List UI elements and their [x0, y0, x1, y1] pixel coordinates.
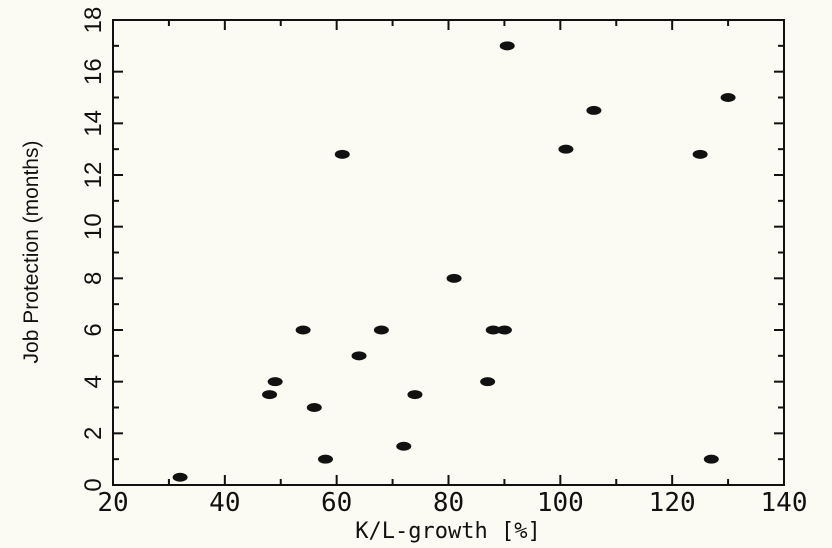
data-point-4 — [295, 325, 311, 335]
data-point-12 — [446, 273, 462, 283]
data-point-15 — [496, 325, 512, 335]
y-tick-label-14: 14 — [80, 110, 107, 137]
axis-ticks — [112, 19, 785, 486]
x-tick-label-20: 20 — [97, 488, 128, 518]
y-tick-label-18: 18 — [80, 7, 107, 34]
plot-frame — [112, 19, 785, 486]
data-point-16 — [499, 41, 515, 51]
data-point-6 — [317, 454, 333, 464]
data-point-5 — [306, 403, 322, 412]
x-axis-title: K/L-growth [%] — [355, 519, 540, 544]
data-point-8 — [351, 351, 367, 361]
data-point-11 — [407, 390, 423, 400]
x-tick-label-100: 100 — [537, 488, 584, 518]
y-axis-title: Job Protection (months) — [20, 141, 43, 364]
data-point-14 — [485, 325, 501, 335]
data-point-13 — [480, 377, 496, 387]
data-point-20 — [703, 454, 719, 464]
y-tick-label-2: 2 — [80, 427, 107, 440]
y-tick-label-8: 8 — [80, 272, 107, 285]
data-point-21 — [720, 93, 736, 102]
y-tick-label-12: 12 — [80, 162, 107, 189]
y-tick-labels: 0 2 4 6 8 10 12 14 16 18 — [80, 7, 107, 492]
x-tick-label-60: 60 — [321, 488, 352, 518]
y-tick-label-6: 6 — [80, 323, 107, 336]
data-point-1 — [172, 472, 188, 482]
y-tick-label-10: 10 — [80, 213, 107, 240]
data-point-7 — [334, 149, 350, 159]
data-point-9 — [373, 325, 389, 335]
y-tick-label-4: 4 — [80, 375, 107, 388]
x-tick-labels: 20 40 60 80 100 120 140 — [97, 488, 807, 518]
data-point-10 — [396, 441, 412, 451]
x-tick-label-120: 120 — [649, 488, 696, 518]
data-point-2 — [262, 390, 278, 400]
data-points — [172, 41, 736, 482]
x-tick-label-80: 80 — [433, 488, 464, 518]
y-tick-label-16: 16 — [80, 58, 107, 85]
y-tick-label-0: 0 — [80, 478, 107, 491]
x-tick-label-140: 140 — [761, 488, 808, 518]
x-tick-label-40: 40 — [209, 488, 240, 518]
data-point-18 — [586, 105, 602, 115]
data-point-19 — [692, 149, 708, 159]
data-point-17 — [558, 144, 574, 154]
data-point-3 — [267, 377, 283, 387]
